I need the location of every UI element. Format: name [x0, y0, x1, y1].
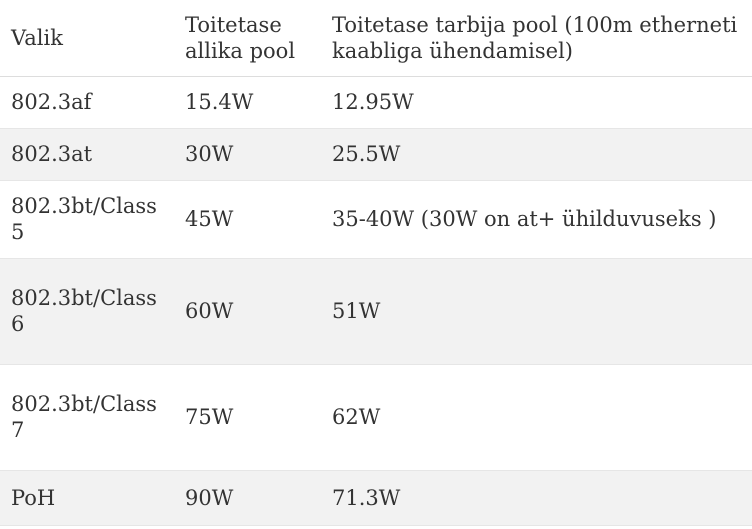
table-row: 802.3bt/Class 5 45W 35-40W (30W on at+ ühi… [0, 180, 752, 258]
table-cell: 45W [185, 207, 234, 231]
table-cell: 30W [185, 142, 234, 166]
table-cell: 60W [185, 299, 234, 323]
table-cell: 62W [332, 405, 381, 429]
table-cell: 51W [332, 299, 381, 323]
header-cell: Toitetase tarbija pool (100m etherneti k… [332, 12, 738, 63]
table-cell: 71.3W [332, 485, 401, 510]
table-cell: 802.3af [11, 90, 92, 114]
table-cell: 75W [185, 405, 234, 429]
header-row: Valik Toitetase allika pool Toitetase tarb… [0, 0, 752, 76]
table-row: PoH 90W 71.3W [0, 470, 752, 525]
header-cell: Toitetase allika pool [185, 12, 296, 63]
table-cell: 802.3bt/Class 6 [11, 286, 157, 336]
table-row: 802.3bt/Class 6 60W 51W [0, 258, 752, 364]
table-cell: 25.5W [332, 142, 401, 166]
table-cell: 12.95W [332, 90, 414, 114]
table-cell: 15.4W [185, 90, 254, 114]
header-cell: Valik [11, 25, 63, 50]
table-row: 802.3af 15.4W 12.95W [0, 76, 752, 128]
table-cell: 802.3bt/Class 5 [11, 194, 157, 244]
table-row: 802.3at 30W 25.5W [0, 128, 752, 180]
table-cell: PoH [11, 485, 56, 510]
table-row: 802.3bt/Class 7 75W 62W [0, 364, 752, 470]
table-cell: 90W [185, 485, 234, 510]
table-cell: 802.3at [11, 142, 93, 166]
table-cell: 35-40W (30W on at+ ühilduvuseks ) [332, 207, 717, 231]
table-cell: 802.3bt/Class 7 [11, 392, 157, 442]
